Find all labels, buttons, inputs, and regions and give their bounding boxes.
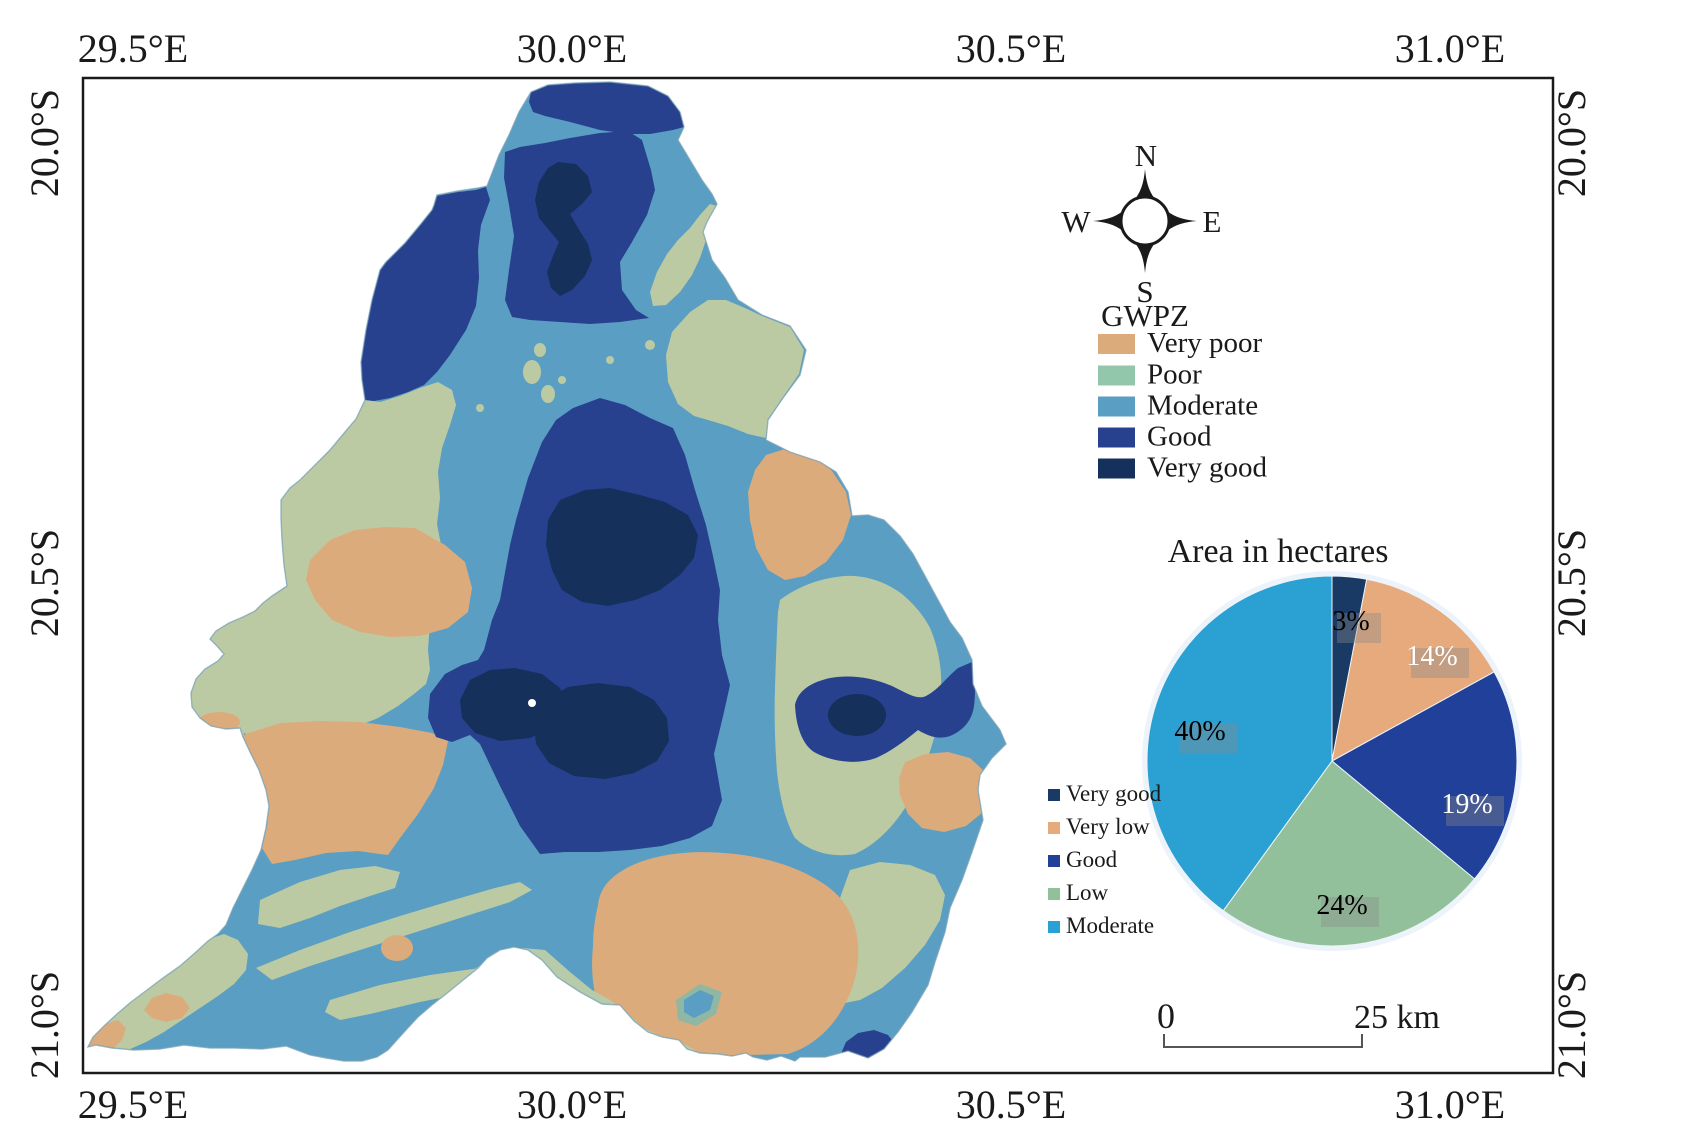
svg-text:30.5°E: 30.5°E [956, 1082, 1066, 1127]
svg-text:Area in hectares: Area in hectares [1168, 533, 1389, 570]
svg-text:29.5°E: 29.5°E [78, 26, 188, 71]
svg-text:21.0°S: 21.0°S [1549, 971, 1594, 1079]
svg-text:Moderate: Moderate [1147, 390, 1258, 422]
svg-text:30.0°E: 30.0°E [517, 1082, 627, 1127]
svg-text:W: W [1061, 204, 1091, 239]
svg-text:24%: 24% [1316, 890, 1367, 921]
svg-text:30.0°E: 30.0°E [517, 26, 627, 71]
svg-text:Poor: Poor [1147, 359, 1202, 391]
svg-text:N: N [1135, 138, 1157, 173]
svg-text:30.5°E: 30.5°E [956, 26, 1066, 71]
svg-text:19%: 19% [1441, 789, 1492, 820]
svg-text:Very low: Very low [1066, 814, 1150, 839]
svg-text:20.5°S: 20.5°S [22, 529, 67, 637]
svg-text:21.0°S: 21.0°S [22, 971, 67, 1079]
svg-text:E: E [1203, 204, 1222, 239]
svg-text:3%: 3% [1332, 606, 1369, 637]
svg-text:0: 0 [1157, 996, 1175, 1036]
svg-text:Very poor: Very poor [1147, 327, 1263, 359]
svg-text:29.5°E: 29.5°E [78, 1082, 188, 1127]
svg-text:20.0°S: 20.0°S [22, 89, 67, 197]
svg-text:20.0°S: 20.0°S [1549, 89, 1594, 197]
svg-text:Good: Good [1066, 847, 1118, 872]
svg-text:Moderate: Moderate [1066, 913, 1154, 938]
svg-text:31.0°E: 31.0°E [1395, 26, 1505, 71]
svg-text:S: S [1136, 274, 1153, 309]
svg-text:25 km: 25 km [1354, 999, 1440, 1036]
svg-text:31.0°E: 31.0°E [1395, 1082, 1505, 1127]
svg-text:Very good: Very good [1066, 781, 1162, 806]
svg-text:40%: 40% [1174, 716, 1225, 747]
svg-text:Good: Good [1147, 421, 1212, 453]
svg-text:20.5°S: 20.5°S [1549, 529, 1594, 637]
svg-text:Low: Low [1066, 880, 1109, 905]
svg-text:Very good: Very good [1147, 452, 1268, 484]
svg-text:GWPZ: GWPZ [1101, 298, 1189, 333]
svg-text:14%: 14% [1406, 641, 1457, 672]
